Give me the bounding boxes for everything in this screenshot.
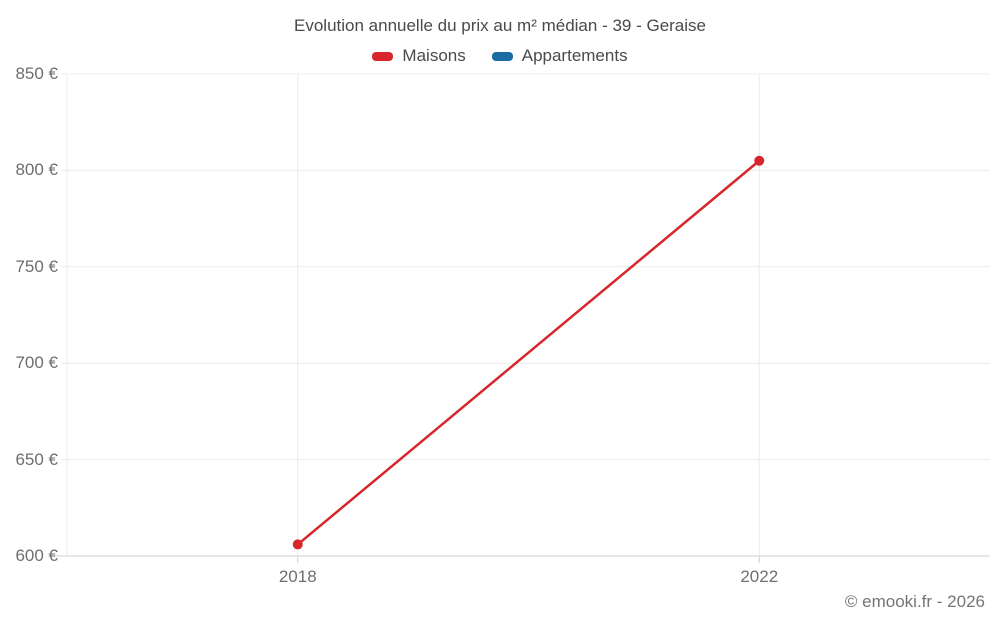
y-axis-tick-label: 850 € <box>15 64 58 83</box>
chart-title: Evolution annuelle du prix au m² médian … <box>294 16 706 35</box>
y-axis-tick-label: 700 € <box>15 353 58 373</box>
legend-item-maisons[interactable]: Maisons <box>372 46 466 66</box>
y-axis-tick-label: 800 € <box>15 160 58 180</box>
data-point-maisons[interactable] <box>292 539 303 550</box>
y-axis-tick-label: 750 € <box>15 256 58 276</box>
legend-label-appartements: Appartements <box>521 46 628 65</box>
x-axis-tick-label: 2022 <box>740 567 779 586</box>
y-axis-tick-label: 600 € <box>15 546 58 565</box>
legend-swatch-appartements-icon <box>491 51 513 61</box>
legend-item-appartements[interactable]: Appartements <box>491 46 628 66</box>
legend-swatch-maisons-icon <box>372 51 394 61</box>
data-point-maisons[interactable] <box>754 155 765 166</box>
legend-label-maisons: Maisons <box>402 46 466 65</box>
x-axis-tick-label: 2018 <box>278 567 317 586</box>
y-axis-tick-label: 650 € <box>15 449 58 469</box>
chart-legend: Maisons Appartements <box>0 46 1000 66</box>
series-line-maisons <box>296 159 761 546</box>
footer-credit: © emooki.fr - 2026 <box>844 592 985 611</box>
